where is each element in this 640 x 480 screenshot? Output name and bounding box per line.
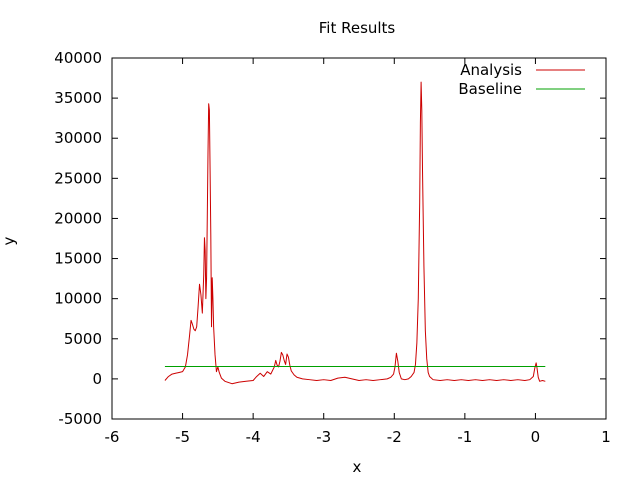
y-tick-label: -5000 bbox=[58, 410, 102, 428]
y-tick-label: 40000 bbox=[54, 49, 102, 67]
y-tick-label: 0 bbox=[92, 370, 102, 388]
plot-area bbox=[164, 81, 546, 385]
x-tick-label: 0 bbox=[531, 428, 541, 446]
y-tick-label: 30000 bbox=[54, 129, 102, 147]
x-tick-label: 1 bbox=[601, 428, 611, 446]
plot-frame bbox=[111, 57, 607, 420]
y-tick-label: 20000 bbox=[54, 209, 102, 227]
x-tick-label: -6 bbox=[105, 428, 120, 446]
y-tick-label: 25000 bbox=[54, 169, 102, 187]
series-line-analysis bbox=[164, 81, 546, 385]
x-tick-label: -1 bbox=[457, 428, 472, 446]
y-axis-label: y bbox=[0, 236, 18, 245]
x-tick-label: -5 bbox=[175, 428, 190, 446]
chart-title: Fit Results bbox=[319, 19, 396, 37]
y-tick-label: 15000 bbox=[54, 250, 102, 268]
legend-label: Baseline bbox=[458, 80, 522, 98]
x-axis-label: x bbox=[353, 458, 362, 476]
x-tick-label: -3 bbox=[316, 428, 331, 446]
y-tick-label: 35000 bbox=[54, 89, 102, 107]
x-tick-label: -4 bbox=[246, 428, 261, 446]
legend-label: Analysis bbox=[460, 61, 522, 79]
x-tick-label: -2 bbox=[387, 428, 402, 446]
y-tick-label: 5000 bbox=[64, 330, 102, 348]
y-tick-label: 10000 bbox=[54, 290, 102, 308]
axis-ticks: -6 -5 -4 -3 -2 -1 0 1 -5000 0 5000 10000 15000 20000 2… bbox=[54, 49, 610, 446]
